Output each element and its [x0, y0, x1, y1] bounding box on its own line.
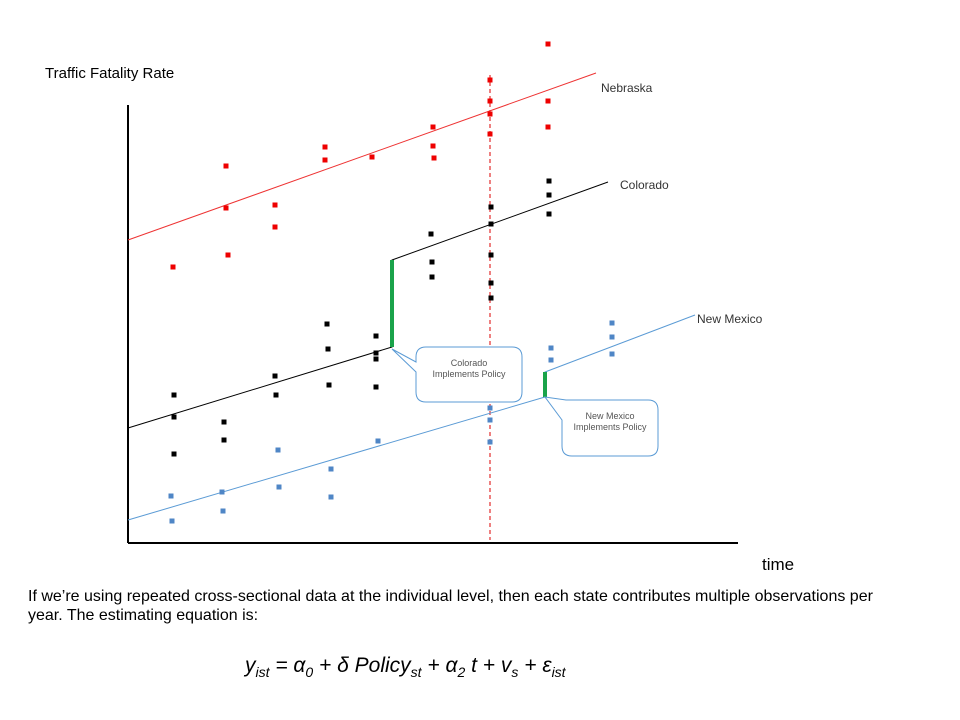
equation: yist = α0 + δ Policyst + α2 t + vs + εis… — [245, 654, 566, 680]
equation-term: = α — [269, 654, 306, 677]
point — [322, 144, 328, 150]
line-label: Nebraska — [601, 81, 653, 95]
colorado-line — [127, 181, 609, 429]
callout-box — [391, 346, 523, 403]
point — [546, 211, 552, 217]
point — [373, 356, 379, 362]
point — [171, 414, 177, 420]
point — [609, 334, 615, 340]
point — [487, 111, 493, 117]
point — [546, 178, 552, 184]
point — [221, 419, 227, 425]
point — [272, 202, 278, 208]
nebraska-line — [127, 72, 597, 241]
point — [375, 438, 381, 444]
callout-box — [543, 396, 659, 457]
point — [488, 204, 494, 210]
point — [487, 98, 493, 104]
equation-term: y — [245, 654, 256, 677]
point — [487, 439, 493, 445]
point — [324, 321, 330, 327]
equation-subscript: 0 — [305, 664, 314, 681]
point — [170, 264, 176, 270]
equation-term: t + v — [465, 654, 512, 677]
x-axis-label: time — [762, 555, 794, 574]
point — [487, 417, 493, 423]
point — [221, 437, 227, 443]
equation-subscript: ist — [551, 664, 566, 681]
point — [430, 124, 436, 130]
point — [171, 392, 177, 398]
point — [223, 163, 229, 169]
point — [369, 154, 375, 160]
point — [545, 98, 551, 104]
line-label: Colorado — [620, 178, 669, 192]
point — [487, 77, 493, 83]
point — [220, 508, 226, 514]
point — [272, 373, 278, 379]
point — [373, 350, 379, 356]
point — [548, 357, 554, 363]
point — [326, 382, 332, 388]
equation-subscript: s — [511, 664, 519, 681]
point — [168, 493, 174, 499]
point — [223, 205, 229, 211]
point — [272, 224, 278, 230]
equation-subscript: st — [410, 664, 422, 681]
callout-text: New Mexico Implements Policy — [573, 411, 647, 432]
equation-term: + α — [421, 654, 458, 677]
point — [431, 155, 437, 161]
callout-text: Colorado Implements Policy — [432, 358, 506, 379]
point — [373, 333, 379, 339]
point — [488, 295, 494, 301]
point — [219, 489, 225, 495]
point — [171, 451, 177, 457]
point — [273, 392, 279, 398]
point — [548, 345, 554, 351]
point — [488, 252, 494, 258]
point — [276, 484, 282, 490]
point — [429, 259, 435, 265]
point — [328, 494, 334, 500]
point — [609, 320, 615, 326]
point — [328, 466, 334, 472]
point — [322, 157, 328, 163]
point — [275, 447, 281, 453]
point — [225, 252, 231, 258]
equation-subscript: ist — [255, 664, 270, 681]
point — [488, 280, 494, 286]
point — [488, 221, 494, 227]
point — [487, 131, 493, 137]
point — [325, 346, 331, 352]
point — [430, 143, 436, 149]
y-axis-label: Traffic Fatality Rate — [45, 65, 174, 82]
point — [169, 518, 175, 524]
point — [545, 124, 551, 130]
point — [546, 192, 552, 198]
point — [487, 405, 493, 411]
equation-term: + ε — [518, 654, 552, 677]
point — [429, 274, 435, 280]
equation-term: + δ Policy — [313, 654, 411, 677]
point — [428, 231, 434, 237]
paragraph: If we’re using repeated cross-sectional … — [28, 588, 873, 624]
equation-subscript: 2 — [457, 664, 466, 681]
line-label: New Mexico — [697, 312, 763, 326]
point — [545, 41, 551, 47]
point — [373, 384, 379, 390]
point — [609, 351, 615, 357]
